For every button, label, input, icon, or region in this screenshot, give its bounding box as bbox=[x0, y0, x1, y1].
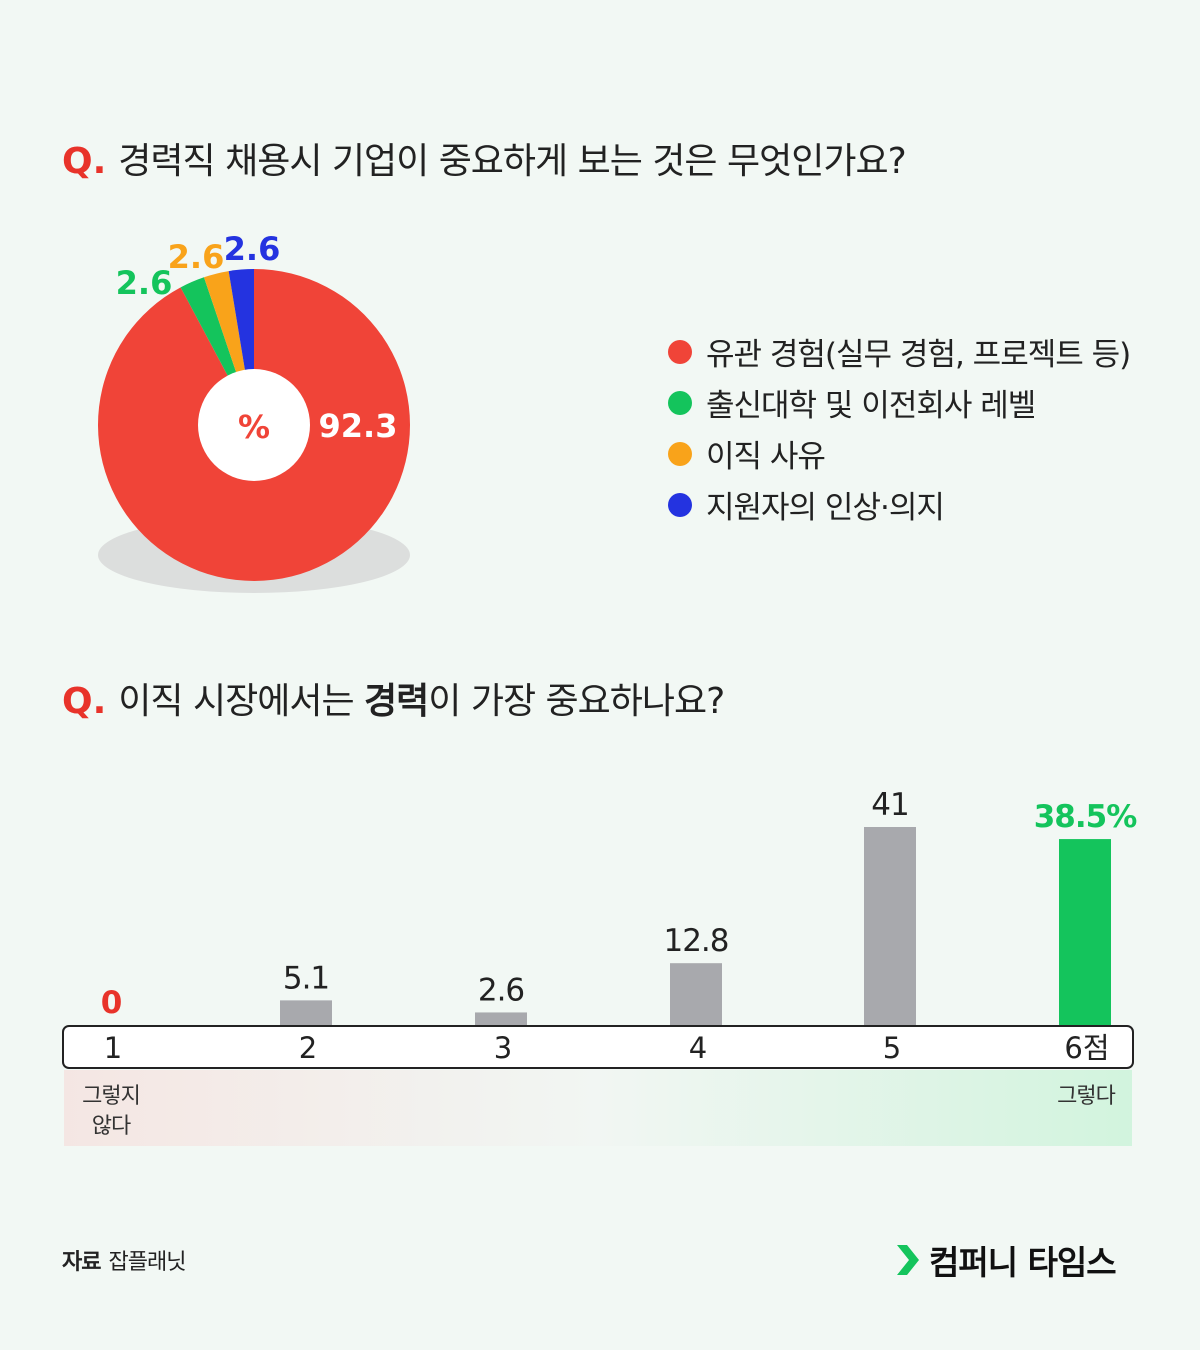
donut-center-label: % bbox=[238, 408, 270, 446]
bar bbox=[280, 1000, 332, 1025]
bar bbox=[475, 1012, 527, 1025]
chevron-right-icon bbox=[897, 1245, 919, 1275]
bar-value-label: 12.8 bbox=[663, 923, 728, 959]
question-mark: Q. bbox=[62, 681, 107, 722]
donut-slice-value-label: 2.6 bbox=[224, 230, 281, 268]
donut-slice-value-label: 92.3 bbox=[319, 407, 398, 445]
question-2: Q. 이직 시장에서는 경력이 가장 중요하나요? bbox=[62, 672, 725, 724]
question-1-text: 경력직 채용시 기업이 중요하게 보는 것은 무엇인가요? bbox=[118, 141, 906, 182]
bar bbox=[1059, 839, 1111, 1025]
bar bbox=[864, 827, 916, 1025]
bar-value-label: 0 bbox=[101, 985, 122, 1021]
question-2-text: 이직 시장에서는 경력이 가장 중요하나요? bbox=[118, 672, 725, 724]
scale-right-end-label: 그렇다 bbox=[1057, 1084, 1116, 1109]
question-2-text-after: 이 가장 중요하나요? bbox=[428, 681, 725, 722]
axis-tick-label: 2 bbox=[298, 1031, 318, 1065]
question-2-text-bold: 경력 bbox=[364, 681, 429, 722]
bar-chart: 0 5.1 2.6 12.8 41 38.5% bbox=[101, 787, 1138, 1025]
question-1: Q. 경력직 채용시 기업이 중요하게 보는 것은 무엇인가요? bbox=[62, 132, 907, 184]
source-value: 잡플래닛 bbox=[108, 1250, 186, 1275]
scale-axis: 1 2 3 4 5 6점 bbox=[62, 1025, 1134, 1069]
donut-chart: 92.32.62.6 2.6% bbox=[98, 230, 411, 593]
legend-item: 출신대학 및 이전회사 레벨 bbox=[668, 377, 1130, 428]
source-label: 자료 bbox=[62, 1250, 101, 1275]
bar-value-label: 38.5% bbox=[1034, 799, 1137, 835]
brand-logo: 컴퍼니 타임스 bbox=[895, 1236, 1117, 1284]
bar-value-label: 41 bbox=[871, 787, 908, 823]
scale-gradient bbox=[64, 1070, 1132, 1146]
brand-name: 컴퍼니 타임스 bbox=[929, 1243, 1117, 1282]
legend-label: 지원자의 인상·의지 bbox=[706, 490, 945, 526]
bar-value-label: 5.1 bbox=[283, 960, 329, 996]
donut-slice-value-label: 2.6 bbox=[168, 238, 225, 276]
legend-dot-icon bbox=[668, 390, 692, 415]
legend-label: 이직 사유 bbox=[706, 439, 826, 475]
bar bbox=[670, 963, 722, 1025]
legend-item: 유관 경험(실무 경험, 프로젝트 등) bbox=[668, 326, 1131, 377]
legend-dot-icon bbox=[668, 441, 692, 466]
source: 자료 잡플래닛 bbox=[62, 1244, 186, 1276]
axis-tick-label: 1 bbox=[103, 1031, 123, 1065]
legend-dot-icon bbox=[668, 339, 692, 364]
axis-tick-label: 3 bbox=[493, 1031, 513, 1065]
legend-dot-icon bbox=[668, 492, 692, 517]
axis-tick-label: 4 bbox=[688, 1031, 708, 1065]
legend-label: 유관 경험(실무 경험, 프로젝트 등) bbox=[706, 337, 1131, 373]
donut-slice-value-label: 2.6 bbox=[116, 264, 173, 302]
axis-tick-label: 5 bbox=[882, 1031, 902, 1065]
question-mark: Q. bbox=[62, 141, 107, 182]
scale-left-end-label: 그렇지 않다 bbox=[82, 1084, 141, 1139]
axis-tick-label: 6점 bbox=[1064, 1031, 1110, 1065]
legend-item: 지원자의 인상·의지 bbox=[668, 479, 1130, 530]
question-2-text-before: 이직 시장에서는 bbox=[118, 681, 365, 722]
bar-value-label: 2.6 bbox=[478, 972, 524, 1008]
donut-hole bbox=[198, 369, 310, 481]
legend-item: 이직 사유 bbox=[668, 428, 1130, 479]
legend-label: 출신대학 및 이전회사 레벨 bbox=[706, 388, 1036, 424]
